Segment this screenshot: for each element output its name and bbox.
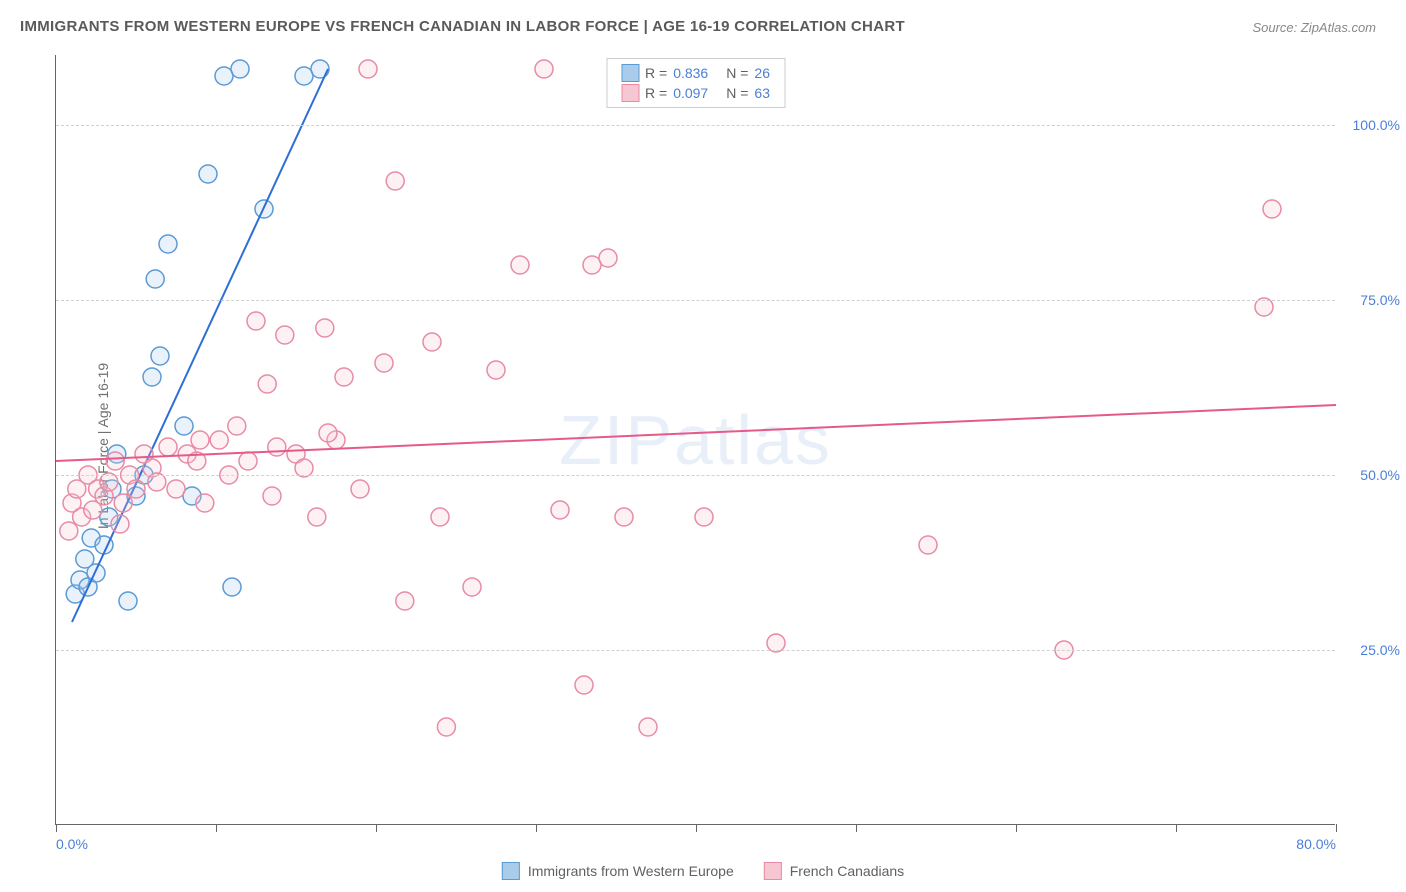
data-point: [639, 718, 657, 736]
data-point: [487, 361, 505, 379]
gridline-h: [56, 475, 1335, 476]
data-point: [146, 270, 164, 288]
data-point: [167, 480, 185, 498]
data-point: [127, 480, 145, 498]
data-point: [463, 578, 481, 596]
x-tick: [536, 824, 537, 832]
data-point: [351, 480, 369, 498]
x-tick: [696, 824, 697, 832]
x-tick: [1176, 824, 1177, 832]
data-point: [106, 452, 124, 470]
series-legend: Immigrants from Western Europe French Can…: [502, 862, 904, 880]
legend-swatch: [621, 84, 639, 102]
legend-r-value: 0.836: [673, 65, 708, 81]
data-point: [223, 578, 241, 596]
data-point: [511, 256, 529, 274]
data-point: [159, 438, 177, 456]
correlation-legend: R = 0.836 N = 26 R = 0.097 N = 63: [606, 58, 785, 108]
gridline-h: [56, 300, 1335, 301]
legend-row: R = 0.097 N = 63: [621, 83, 770, 103]
legend-n-label: N =: [726, 65, 748, 81]
data-point: [239, 452, 257, 470]
data-point: [311, 60, 329, 78]
data-point: [268, 438, 286, 456]
plot-area: ZIPatlas R =0.836N =26R =0.097N =63 25.0…: [55, 55, 1335, 825]
data-point: [87, 564, 105, 582]
trend-line: [56, 405, 1336, 461]
x-tick: [1336, 824, 1337, 832]
y-tick-label: 100.0%: [1353, 117, 1400, 133]
data-point: [316, 319, 334, 337]
data-point: [263, 487, 281, 505]
data-point: [191, 431, 209, 449]
legend-r-label: R =: [645, 85, 667, 101]
data-point: [175, 417, 193, 435]
x-tick: [216, 824, 217, 832]
data-point: [196, 494, 214, 512]
data-point: [231, 60, 249, 78]
data-point: [143, 368, 161, 386]
data-point: [111, 515, 129, 533]
bottom-legend-item: Immigrants from Western Europe: [502, 862, 734, 880]
data-point: [114, 494, 132, 512]
trend-line: [72, 69, 328, 622]
data-point: [308, 508, 326, 526]
legend-n-value: 63: [754, 85, 770, 101]
data-point: [396, 592, 414, 610]
data-point: [119, 592, 137, 610]
data-point: [276, 326, 294, 344]
legend-series-label: French Canadians: [790, 863, 904, 879]
legend-n-value: 26: [754, 65, 770, 81]
gridline-h: [56, 125, 1335, 126]
data-point: [228, 417, 246, 435]
x-tick-label: 80.0%: [1296, 836, 1336, 852]
data-point: [423, 333, 441, 351]
data-point: [575, 676, 593, 694]
data-point: [159, 235, 177, 253]
legend-swatch: [764, 862, 782, 880]
data-point: [258, 375, 276, 393]
data-point: [599, 249, 617, 267]
legend-swatch: [502, 862, 520, 880]
data-point: [551, 501, 569, 519]
legend-n-label: N =: [726, 85, 748, 101]
chart-title: IMMIGRANTS FROM WESTERN EUROPE VS FRENCH…: [20, 18, 905, 35]
x-tick: [376, 824, 377, 832]
data-point: [695, 508, 713, 526]
x-tick: [856, 824, 857, 832]
legend-r-value: 0.097: [673, 85, 708, 101]
data-point: [375, 354, 393, 372]
data-point: [210, 431, 228, 449]
legend-row: R = 0.836 N = 26: [621, 63, 770, 83]
data-point: [359, 60, 377, 78]
bottom-legend-item: French Canadians: [764, 862, 904, 880]
data-point: [437, 718, 455, 736]
data-point: [535, 60, 553, 78]
data-point: [919, 536, 937, 554]
data-point: [247, 312, 265, 330]
data-point: [615, 508, 633, 526]
data-point: [431, 508, 449, 526]
scatter-plot-svg: [56, 55, 1335, 824]
legend-swatch: [621, 64, 639, 82]
x-tick: [1016, 824, 1017, 832]
data-point: [335, 368, 353, 386]
legend-r-label: R =: [645, 65, 667, 81]
x-tick: [56, 824, 57, 832]
data-point: [319, 424, 337, 442]
data-point: [199, 165, 217, 183]
x-tick-label: 0.0%: [56, 836, 88, 852]
data-point: [386, 172, 404, 190]
y-tick-label: 25.0%: [1360, 642, 1400, 658]
data-point: [60, 522, 78, 540]
source-attribution: Source: ZipAtlas.com: [1252, 20, 1376, 35]
data-point: [151, 347, 169, 365]
data-point: [1263, 200, 1281, 218]
legend-series-label: Immigrants from Western Europe: [528, 863, 734, 879]
gridline-h: [56, 650, 1335, 651]
y-tick-label: 75.0%: [1360, 292, 1400, 308]
y-tick-label: 50.0%: [1360, 467, 1400, 483]
